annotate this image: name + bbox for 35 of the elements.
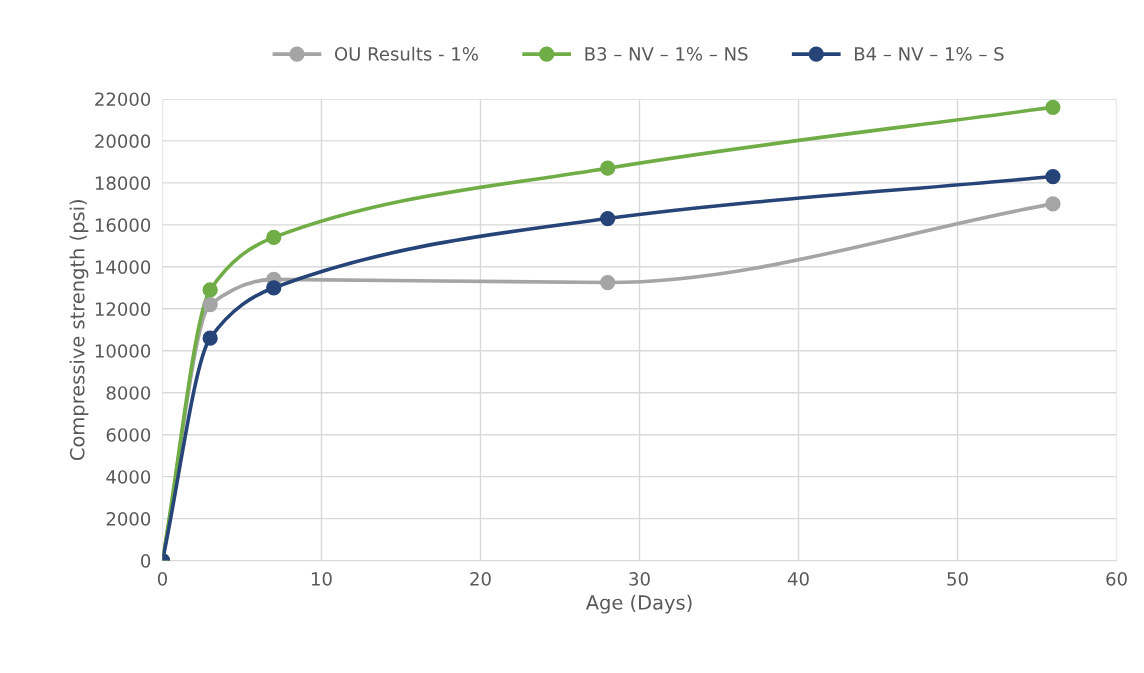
x-tick-label: 50: [947, 572, 968, 586]
x-tick-label: 60: [1106, 572, 1127, 586]
point: [266, 229, 282, 246]
point: [202, 330, 218, 346]
y-tick-label: 0: [141, 554, 151, 568]
x-tick-label: 10: [311, 572, 332, 586]
point: [600, 274, 616, 291]
point: [202, 296, 218, 313]
x-tick-label: 20: [470, 572, 491, 586]
y-tick-label: 14000: [95, 260, 151, 274]
y-tick-label: 10000: [95, 344, 151, 358]
legend-label: B3 – NV – 1% – NS: [585, 47, 748, 61]
y-tick-label: 22000: [95, 92, 151, 107]
legend-label: OU Results - 1%: [334, 46, 478, 61]
x-tick-label: 0: [157, 572, 167, 586]
point: [266, 280, 282, 296]
y-tick-label: 16000: [95, 218, 151, 232]
y-tick-label: 20000: [95, 134, 151, 149]
point: [1045, 168, 1061, 185]
point: [600, 210, 616, 227]
x-tick-label: 40: [787, 572, 809, 586]
legend-label: B4 – NV – 1% – S: [855, 47, 1004, 61]
y-tick-label: 18000: [95, 176, 151, 190]
x-tick-label: 30: [629, 572, 650, 586]
x-axis-title: Age (Days): [585, 594, 692, 614]
y-tick-label: 8000: [106, 386, 151, 400]
y-tick-label: 4000: [106, 470, 151, 484]
point: [1045, 196, 1061, 212]
point: [600, 160, 616, 176]
y-tick-label: 6000: [106, 428, 151, 442]
point: [202, 282, 218, 298]
y-tick-label: 2000: [106, 512, 151, 526]
y-tick-label: 12000: [95, 302, 151, 316]
point: [1045, 99, 1061, 115]
y-axis-title: Compressive strength (psi): [69, 200, 89, 461]
